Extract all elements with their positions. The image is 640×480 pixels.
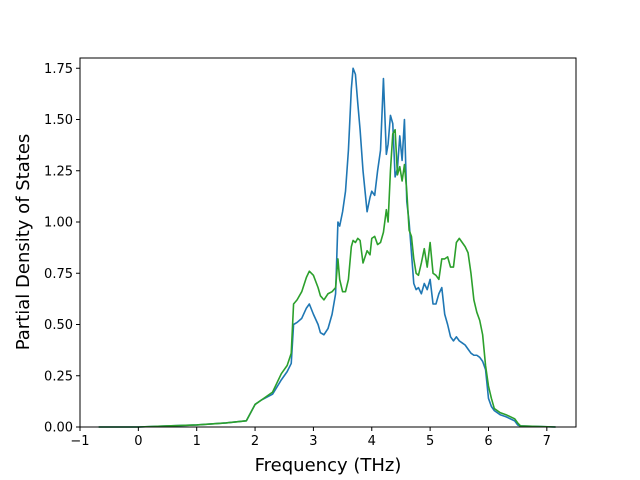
y-tick-label: 0.75 [44, 267, 73, 282]
y-tick-label: 0.25 [44, 369, 73, 384]
plot-frame [79, 57, 577, 428]
x-tick-label: 0 [134, 434, 142, 449]
x-tick-label: 5 [426, 434, 434, 449]
plot-area [98, 67, 556, 428]
y-tick-label: 1.50 [44, 113, 73, 128]
y-tick-label: 1.25 [44, 164, 73, 179]
x-axis-label: Frequency (THz) [255, 455, 402, 476]
x-axis-ticks: −1 0 1 2 3 4 5 6 7 [70, 427, 551, 449]
x-tick-label: 3 [309, 434, 317, 449]
y-tick-label: 1.00 [44, 216, 73, 231]
series-line-2 [98, 128, 556, 428]
y-tick-label: 0.50 [44, 318, 73, 333]
y-tick-label: 0.00 [44, 421, 73, 436]
x-tick-label: 2 [251, 434, 259, 449]
series-line-1 [98, 67, 556, 428]
x-tick-label: 7 [543, 434, 551, 449]
x-tick-label: 1 [193, 434, 201, 449]
y-axis-label: Partial Density of States [13, 134, 34, 351]
y-tick-label: 1.75 [44, 62, 73, 77]
y-axis-ticks: 0.00 0.25 0.50 0.75 1.00 1.25 1.50 1.75 [44, 62, 80, 436]
x-tick-label: −1 [70, 434, 89, 449]
x-tick-label: 4 [368, 434, 376, 449]
x-tick-label: 6 [484, 434, 492, 449]
